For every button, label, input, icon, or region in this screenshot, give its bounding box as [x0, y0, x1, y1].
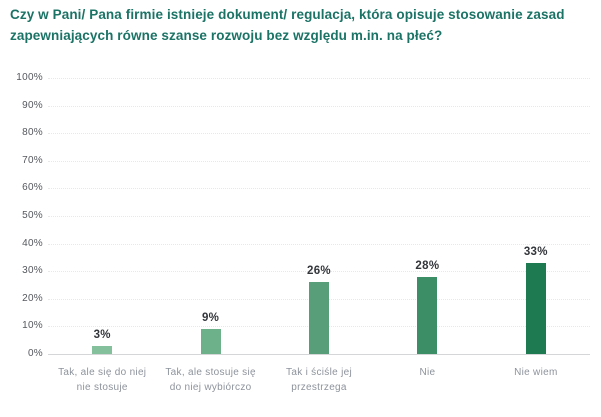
gridline — [48, 243, 590, 245]
y-tick-label: 50% — [22, 210, 43, 221]
y-tick-label: 20% — [22, 292, 43, 304]
bar-value-label: 28% — [415, 259, 440, 272]
bar-slot: 28% — [373, 78, 481, 354]
bar-value-label: 26% — [307, 265, 331, 278]
gridline — [48, 105, 590, 107]
bar — [525, 262, 546, 354]
x-axis-labels: Tak, ale się do niej nie stosuje Tak, ale… — [48, 366, 590, 395]
bar-slot: 33% — [482, 78, 590, 354]
gridline — [48, 216, 590, 217]
bar-slot: 3% — [48, 78, 156, 354]
y-tick-label: 100% — [16, 72, 43, 83]
x-axis-line — [48, 354, 590, 355]
bar — [308, 282, 329, 354]
y-tick-label: 10% — [22, 320, 43, 332]
bar-slot: 26% — [265, 78, 373, 354]
plot-area: 3% 9% 26% 28% 33% — [48, 78, 590, 355]
bar-value-label: 9% — [201, 312, 220, 325]
chart-title: Czy w Pani/ Pana firmie istnieje dokumen… — [10, 7, 565, 43]
y-tick-label: 80% — [22, 127, 43, 139]
y-tick-label: 90% — [22, 99, 43, 111]
y-tick-label: 30% — [22, 265, 43, 277]
y-tick-label: 70% — [22, 154, 43, 166]
bar — [417, 276, 438, 354]
gridline — [48, 160, 590, 162]
bar-value-label: 33% — [523, 245, 548, 258]
bar — [92, 345, 113, 354]
gridline — [48, 78, 590, 79]
y-tick-label: 60% — [22, 182, 43, 194]
x-category-label: Nie — [419, 367, 436, 378]
y-tick-label: 0% — [27, 348, 43, 359]
gridline — [48, 188, 590, 190]
gridline — [48, 133, 590, 135]
bar — [200, 329, 221, 354]
x-category-label: Tak i ściśle jej przestrzega — [286, 367, 352, 393]
y-tick-label: 40% — [22, 237, 43, 249]
x-category-label: Tak, ale się do niej nie stosuje — [58, 367, 147, 393]
bar-slot: 9% — [156, 78, 264, 354]
x-category-label: Nie wiem — [514, 367, 558, 378]
x-category-label: Tak, ale stosuje się do niej wybiórczo — [165, 367, 256, 393]
gridline — [48, 271, 590, 273]
bar-value-label: 3% — [93, 328, 111, 341]
